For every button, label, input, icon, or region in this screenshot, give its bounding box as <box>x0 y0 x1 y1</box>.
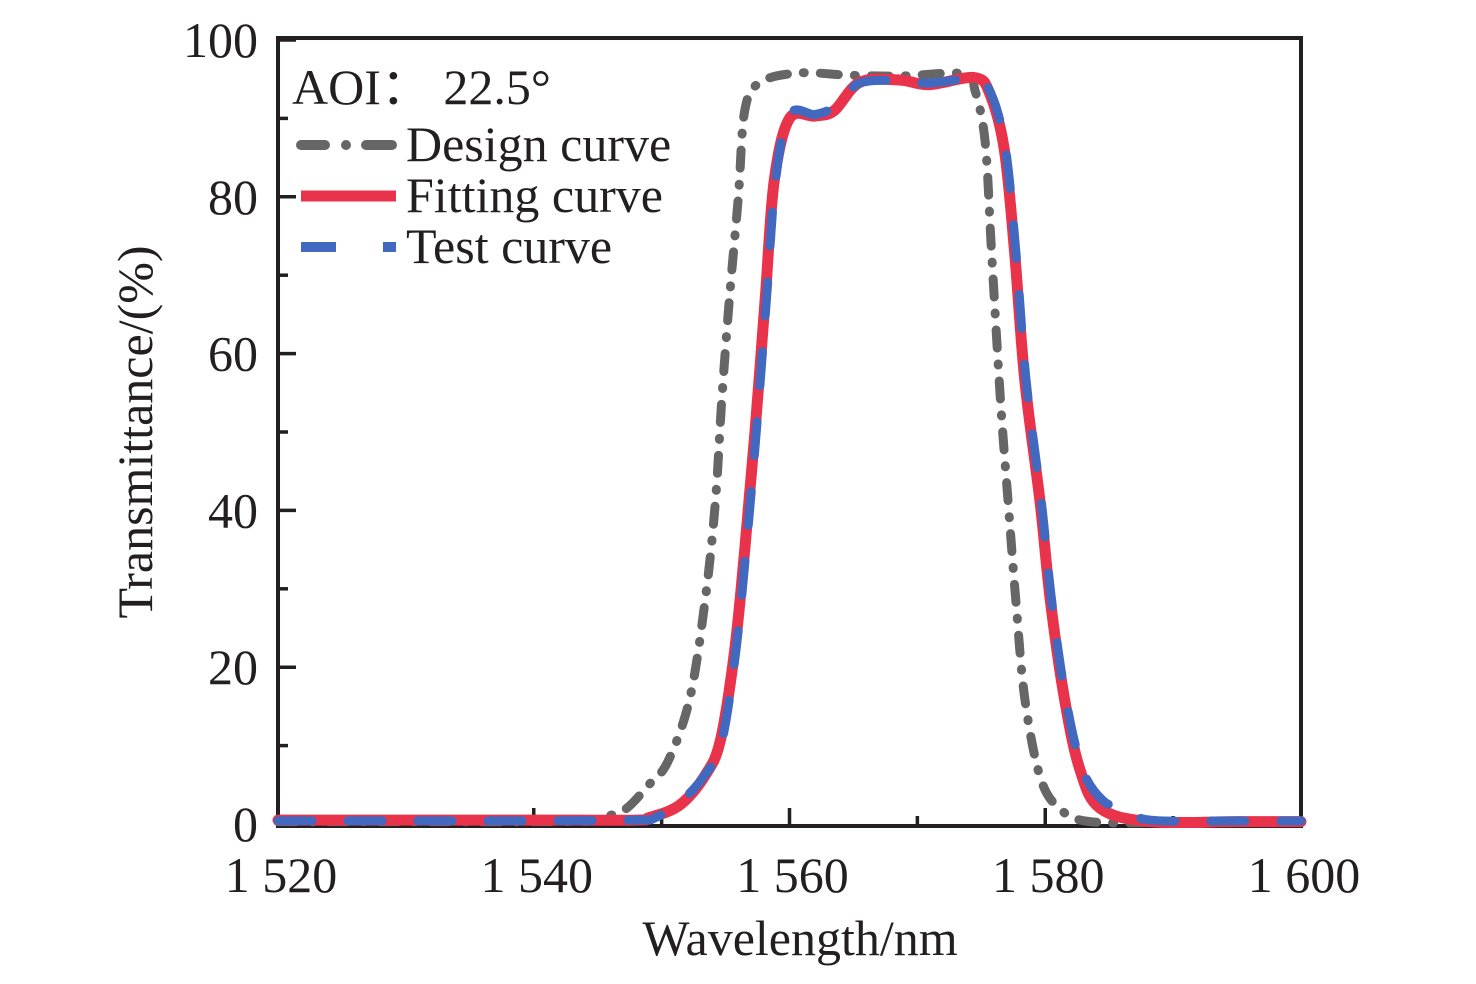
legend-label: Test curve <box>406 218 612 274</box>
series-group <box>272 68 1307 829</box>
series-test-curve <box>273 74 1306 826</box>
x-tick-label: 1 540 <box>481 847 594 903</box>
y-tick-label: 40 <box>208 482 258 538</box>
x-axis-label: Wavelength/nm <box>642 910 957 966</box>
legend-item-design-curve: Design curve <box>296 116 671 172</box>
y-tick-label: 0 <box>233 796 258 852</box>
legend-label: Fitting curve <box>406 167 663 223</box>
legend-swatch <box>341 140 351 150</box>
legend-item-fitting-curve: Fitting curve <box>301 167 663 223</box>
legend-label: Design curve <box>406 116 671 172</box>
y-tick-label: 100 <box>183 12 258 68</box>
x-tick-label: 1 600 <box>1248 847 1361 903</box>
x-tick-label: 1 520 <box>225 847 338 903</box>
y-axis-label: Transmittance/(%) <box>107 245 163 618</box>
x-tick-label: 1 580 <box>992 847 1105 903</box>
y-tick-label: 80 <box>208 169 258 225</box>
aoi-annotation: AOI： 22.5° <box>292 59 551 115</box>
series-design-curve <box>273 68 1306 828</box>
x-tick-labels: 1 520 1 540 1 560 1 580 1 600 <box>225 847 1361 903</box>
y-tick-label: 60 <box>208 326 258 382</box>
y-tick-label: 20 <box>208 639 258 695</box>
x-tick-label: 1 560 <box>736 847 849 903</box>
y-tick-labels: 0 20 40 60 80 100 <box>183 12 258 852</box>
legend-item-test-curve: Test curve <box>301 218 612 274</box>
